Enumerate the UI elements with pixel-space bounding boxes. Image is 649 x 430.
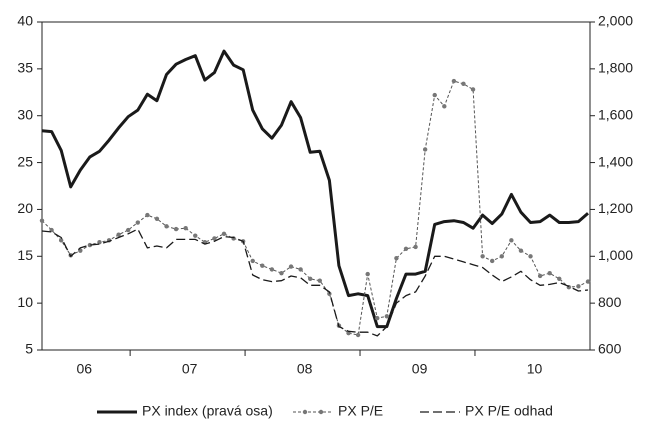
series-marker (557, 276, 562, 281)
series-line (41, 228, 589, 337)
y-tick-label: 5 (25, 341, 33, 357)
y2-tick-label: 600 (598, 341, 622, 357)
series-marker (250, 258, 255, 264)
x-tick-label: 09 (412, 361, 428, 377)
series-marker (327, 291, 332, 296)
series-marker (298, 267, 303, 272)
series-marker (384, 314, 390, 319)
x-tick-label: 10 (527, 361, 543, 377)
series-marker (470, 87, 476, 92)
series-marker (365, 271, 370, 277)
x-tick-label: 07 (182, 361, 198, 377)
series-marker (288, 264, 294, 269)
series-marker (394, 255, 399, 261)
series-marker (547, 270, 552, 276)
series-marker (221, 231, 227, 236)
series-marker (308, 276, 313, 281)
series-marker (518, 248, 524, 253)
series-marker (585, 279, 591, 284)
y2-tick-label: 1,000 (598, 247, 633, 263)
series-marker (212, 236, 217, 241)
series-marker (260, 263, 265, 268)
series-marker (97, 240, 102, 245)
series-marker (87, 242, 93, 248)
series-marker (451, 78, 457, 84)
series-line (41, 49, 589, 329)
x-tick-label: 08 (297, 361, 313, 377)
series-marker (154, 216, 160, 221)
series-marker (116, 232, 121, 237)
legend-label: PX P/E (338, 403, 383, 419)
y-tick-label: 20 (17, 200, 33, 216)
series-marker (126, 227, 131, 233)
y2-tick-label: 1,600 (598, 106, 633, 122)
y2-tick-label: 1,800 (598, 60, 633, 76)
series-marker (164, 224, 169, 229)
y-tick-label: 40 (17, 13, 33, 29)
series-marker (442, 104, 447, 109)
series-marker (39, 218, 45, 223)
series-marker (528, 254, 533, 259)
series-marker (403, 246, 409, 251)
series-marker (432, 92, 437, 98)
series-marker (135, 220, 140, 225)
series-marker (509, 238, 514, 243)
series-marker (480, 254, 485, 259)
legend-marker (318, 409, 324, 415)
series-marker (413, 244, 418, 250)
series-marker (461, 81, 466, 87)
series-line (41, 80, 589, 336)
y-tick-label: 30 (17, 106, 33, 122)
series-marker (317, 278, 322, 283)
series-marker (537, 273, 543, 279)
y2-tick-label: 1,400 (598, 153, 633, 169)
y-tick-label: 10 (17, 294, 33, 310)
y2-tick-label: 1,200 (598, 200, 633, 216)
series-marker (576, 284, 581, 289)
y-tick-label: 35 (17, 60, 33, 76)
series-marker (490, 258, 495, 264)
y-tick-label: 25 (17, 153, 33, 169)
series-marker (145, 212, 150, 218)
series-marker (183, 225, 188, 231)
x-tick-label: 06 (77, 361, 93, 377)
series-marker (173, 226, 179, 232)
series-marker (269, 267, 275, 272)
y2-tick-label: 800 (598, 294, 622, 310)
legend-label: PX P/E odhad (465, 403, 553, 419)
series-marker (375, 315, 380, 321)
legend-marker (302, 409, 308, 415)
plot-frame (41, 21, 591, 351)
legend-label: PX index (pravá osa) (142, 403, 273, 419)
series-marker (279, 270, 284, 276)
y2-tick-label: 2,000 (598, 13, 633, 29)
series-marker (499, 254, 504, 259)
series-marker (58, 238, 64, 243)
series-marker (355, 332, 361, 338)
y-tick-label: 15 (17, 247, 33, 263)
series-marker (193, 233, 198, 238)
series-marker (422, 147, 428, 152)
